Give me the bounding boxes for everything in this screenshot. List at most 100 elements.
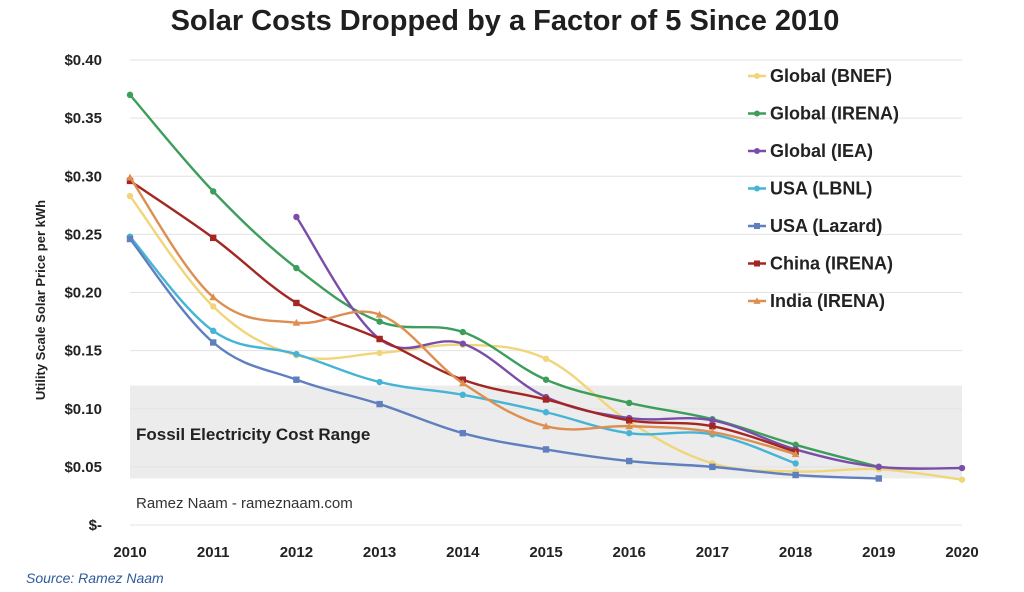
data-point: [126, 235, 134, 243]
x-tick-label: 2018: [779, 544, 812, 561]
y-tick-label: $0.35: [64, 110, 102, 127]
data-point: [210, 234, 217, 242]
data-point: [210, 303, 217, 310]
data-point: [542, 409, 550, 416]
y-axis-ticks: $- $0.05 $0.10 $0.15 $0.20 $0.25 $0.30 $0.35 $0.…: [64, 52, 102, 534]
data-point: [376, 349, 383, 357]
legend-item: China (IRENA): [748, 254, 893, 274]
legend-label: China (IRENA): [770, 254, 893, 274]
data-point: [754, 148, 760, 154]
data-point: [709, 463, 716, 471]
legend-label: Global (BNEF): [770, 66, 892, 86]
data-point: [708, 428, 717, 436]
data-point: [542, 422, 550, 430]
series-usa-lbnl: [126, 233, 799, 467]
legend: Global (BNEF) Global (IRENA) Global (IEA) U…: [748, 66, 899, 311]
legend-item: USA (Lazard): [748, 216, 882, 236]
data-point: [792, 471, 799, 479]
legend-label: USA (Lazard): [770, 216, 882, 236]
data-point: [210, 188, 217, 195]
legend-item: Global (IEA): [748, 141, 873, 161]
data-point: [376, 318, 383, 325]
data-point: [626, 457, 633, 465]
data-point: [754, 223, 760, 229]
y-tick-label: $0.10: [64, 401, 102, 418]
x-axis-ticks: 2010 2011 2012 2013 2014 2015 2016 2017 2018 2019…: [113, 544, 978, 561]
legend-item: Global (BNEF): [748, 66, 892, 86]
legend-item: Global (IRENA): [748, 104, 899, 124]
credit-annotation: Ramez Naam - rameznaam.com: [136, 495, 353, 512]
series-line: [128, 176, 797, 456]
data-point: [459, 328, 466, 336]
band-label: Fossil Electricity Cost Range: [136, 425, 370, 444]
y-tick-label: $0.40: [64, 52, 102, 69]
x-tick-label: 2015: [529, 544, 562, 561]
y-tick-label: $-: [89, 517, 102, 534]
data-point: [709, 422, 716, 430]
data-point: [210, 327, 217, 335]
data-point: [542, 396, 550, 403]
legend-label: USA (LBNL): [770, 179, 872, 199]
data-point: [958, 464, 966, 472]
legend-label: Global (IRENA): [770, 104, 899, 124]
x-tick-label: 2016: [613, 544, 646, 561]
chart-title: Solar Costs Dropped by a Factor of 5 Sin…: [171, 5, 840, 37]
data-point: [293, 350, 300, 358]
y-tick-label: $0.15: [64, 343, 102, 360]
series-line: [128, 93, 880, 469]
x-tick-label: 2013: [363, 544, 396, 561]
legend-item: USA (LBNL): [748, 179, 872, 199]
legend-item: India (IRENA): [748, 291, 885, 311]
data-point: [459, 429, 466, 437]
x-tick-label: 2011: [197, 544, 230, 561]
data-point: [542, 446, 550, 453]
data-point: [792, 460, 799, 467]
x-tick-label: 2014: [446, 544, 480, 561]
data-point: [625, 422, 634, 430]
data-point: [126, 173, 134, 181]
data-point: [792, 441, 799, 448]
data-point: [376, 335, 383, 343]
legend-label: Global (IEA): [770, 141, 873, 161]
data-point: [293, 213, 300, 221]
data-point: [626, 429, 633, 437]
data-point: [293, 299, 300, 307]
y-axis-label: Utility Scale Solar Price per kWh: [33, 200, 48, 400]
y-tick-label: $0.05: [64, 459, 102, 476]
x-tick-label: 2019: [862, 544, 895, 561]
legend-label: India (IRENA): [770, 291, 885, 311]
data-point: [126, 192, 134, 200]
data-point: [626, 417, 633, 424]
data-point: [126, 177, 134, 185]
data-point: [753, 297, 761, 304]
data-point: [458, 379, 467, 387]
series-india-irena: [126, 173, 800, 458]
series-lines: [126, 91, 966, 483]
data-point: [875, 463, 882, 471]
data-point: [542, 376, 550, 383]
data-point: [293, 264, 300, 272]
data-point: [626, 399, 633, 407]
data-point: [376, 400, 383, 408]
source-note: Source: Ramez Naam: [26, 570, 164, 586]
data-point: [791, 450, 800, 458]
x-tick-label: 2010: [113, 544, 146, 561]
data-point: [459, 340, 466, 347]
data-point: [542, 355, 550, 362]
series-usa-lazard: [126, 235, 882, 482]
data-point: [375, 310, 384, 318]
y-tick-label: $0.20: [64, 285, 102, 302]
data-point: [754, 110, 760, 117]
x-tick-label: 2020: [945, 544, 978, 561]
y-tick-label: $0.30: [64, 168, 102, 185]
data-point: [209, 293, 218, 301]
x-tick-label: 2012: [280, 544, 313, 561]
series-line: [128, 237, 880, 480]
data-point: [126, 91, 134, 99]
y-tick-label: $0.25: [64, 226, 102, 243]
data-point: [754, 185, 760, 192]
data-point: [459, 391, 466, 398]
data-point: [709, 417, 716, 424]
data-point: [958, 476, 966, 483]
